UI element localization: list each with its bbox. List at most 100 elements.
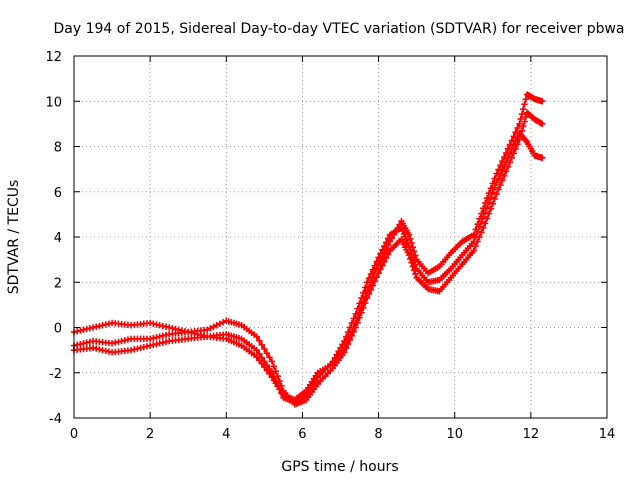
data-point xyxy=(384,251,392,258)
data-point xyxy=(408,250,415,257)
data-point xyxy=(495,175,502,182)
data-point xyxy=(256,350,263,358)
data-point xyxy=(360,289,367,297)
data-point xyxy=(263,362,271,369)
data-point xyxy=(478,218,485,226)
data-point xyxy=(343,345,350,352)
data-point xyxy=(256,337,263,344)
data-point xyxy=(539,120,546,128)
data-point xyxy=(522,96,529,103)
data-point xyxy=(367,286,375,293)
data-point xyxy=(399,227,406,235)
data-point xyxy=(493,190,500,198)
data-point xyxy=(501,162,508,170)
data-point xyxy=(407,246,414,254)
data-point xyxy=(360,304,367,312)
data-point xyxy=(478,210,485,217)
data-point xyxy=(539,98,546,105)
data-point xyxy=(402,233,409,241)
data-point xyxy=(493,179,500,186)
y-tick-label: 8 xyxy=(54,141,62,156)
data-point xyxy=(344,328,352,336)
data-point xyxy=(365,290,373,298)
data-point xyxy=(410,257,418,265)
data-point xyxy=(521,118,528,125)
data-point xyxy=(480,213,487,221)
data-point xyxy=(400,230,408,238)
y-tick-label: 6 xyxy=(54,186,62,201)
data-point xyxy=(499,177,506,184)
data-point xyxy=(522,113,529,121)
data-point xyxy=(381,242,388,250)
data-point xyxy=(398,224,405,232)
data-point xyxy=(497,181,504,189)
data-point xyxy=(377,250,384,257)
data-point xyxy=(470,247,477,254)
data-point xyxy=(329,358,337,365)
data-point xyxy=(278,390,285,397)
data-point xyxy=(341,349,348,356)
data-point xyxy=(483,215,491,222)
data-point xyxy=(331,354,338,362)
data-point xyxy=(341,337,348,345)
grid-layer xyxy=(74,56,607,418)
data-point xyxy=(253,346,260,354)
data-point xyxy=(270,373,278,381)
series-track-1 xyxy=(70,91,546,404)
data-point xyxy=(476,223,483,231)
data-point xyxy=(472,233,479,240)
y-tick-label: 12 xyxy=(45,50,62,65)
data-point xyxy=(512,138,519,145)
data-point xyxy=(354,319,361,326)
data-point xyxy=(480,224,487,232)
data-point xyxy=(266,354,273,361)
data-point xyxy=(474,228,481,235)
x-tick-label: 4 xyxy=(222,427,230,442)
data-point xyxy=(516,120,523,128)
data-point xyxy=(253,333,260,340)
data-point xyxy=(274,381,281,389)
data-point xyxy=(499,167,506,174)
data-point xyxy=(407,235,414,243)
data-point xyxy=(352,324,359,331)
data-point xyxy=(356,314,363,321)
series-layer xyxy=(70,91,546,408)
data-point xyxy=(485,199,493,206)
data-point xyxy=(371,262,378,269)
data-point xyxy=(362,284,369,291)
data-point xyxy=(276,386,283,393)
data-point xyxy=(268,358,276,365)
data-point xyxy=(520,105,527,113)
data-point xyxy=(521,101,528,108)
data-point xyxy=(348,332,356,339)
data-point xyxy=(350,315,358,322)
data-point xyxy=(348,319,356,327)
data-point xyxy=(363,294,371,302)
data-point xyxy=(412,261,419,269)
x-tick-label: 14 xyxy=(599,427,616,442)
data-point xyxy=(495,186,502,193)
data-point xyxy=(352,310,359,318)
x-tick-label: 12 xyxy=(523,427,540,442)
data-point xyxy=(382,254,390,262)
series-line xyxy=(73,111,543,406)
x-axis-title: GPS time / hours xyxy=(281,459,398,475)
data-point xyxy=(373,274,380,281)
data-point xyxy=(472,242,479,250)
data-point xyxy=(485,210,493,217)
x-tick-label: 6 xyxy=(298,427,306,442)
data-point xyxy=(510,142,517,149)
data-point xyxy=(375,254,382,261)
data-point xyxy=(258,354,266,361)
data-point xyxy=(514,124,521,132)
data-point xyxy=(363,279,371,286)
y-tick-label: -2 xyxy=(49,367,62,382)
series-track-2 xyxy=(70,109,546,408)
data-point xyxy=(489,189,496,196)
data-point xyxy=(502,168,510,175)
data-point xyxy=(377,266,384,273)
data-point xyxy=(263,349,271,357)
data-point xyxy=(272,368,279,375)
data-point xyxy=(346,324,354,331)
